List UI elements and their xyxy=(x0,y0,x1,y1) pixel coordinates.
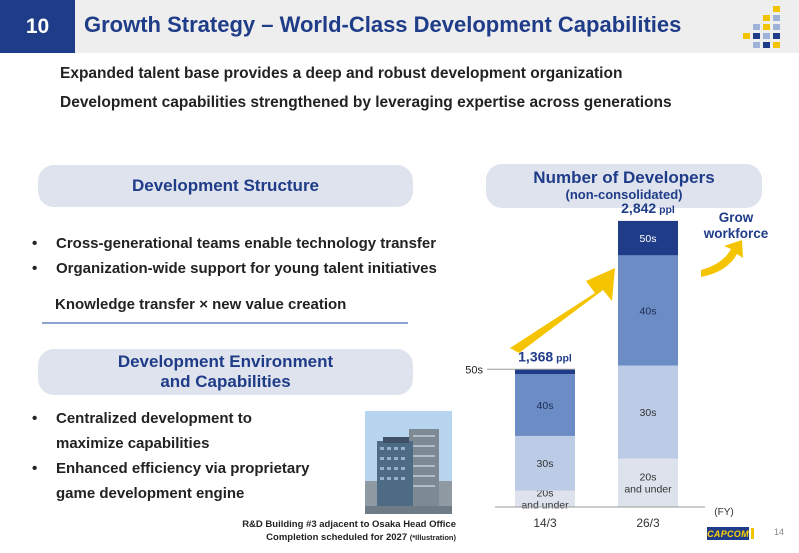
bar-segment-50s xyxy=(618,220,678,256)
slide-title: Growth Strategy – World-Class Developmen… xyxy=(84,12,682,37)
bar-segment-40s xyxy=(515,374,575,436)
developers-stacked-bar-chart: 20s and under 30s 40s 1,368 ppl 14/3 20s and un… xyxy=(465,200,769,530)
environment-bullet: Centralized development to maximize capa… xyxy=(30,406,370,456)
logo-accent-bar xyxy=(751,528,754,539)
bar-segment-30s xyxy=(515,435,575,491)
segment-label: 40s xyxy=(640,305,657,317)
environment-bullet: Enhanced efficiency via proprietary game… xyxy=(30,456,370,506)
rd-building-illustration xyxy=(365,411,452,514)
page-number-badge: 10 xyxy=(0,0,75,53)
bar-segment-40s xyxy=(618,255,678,366)
category-tick-label: 14/3 xyxy=(533,516,557,530)
header-bar xyxy=(0,0,799,53)
slide-number: 14 xyxy=(774,527,785,537)
segment-label: 40s xyxy=(537,400,554,412)
structure-bullet: Organization-wide support for young tale… xyxy=(30,256,510,281)
structure-bullet-list: Cross-generational teams enable technolo… xyxy=(30,231,510,281)
intro-line-1: Expanded talent base provides a deep and… xyxy=(60,65,623,82)
development-environment-heading: Development Environment and Capabilities xyxy=(38,349,413,395)
fy-label: (FY) xyxy=(714,507,733,518)
bar-segment-20s-and-under xyxy=(618,458,678,507)
knowledge-transfer-text: Knowledge transfer × new value creation xyxy=(55,296,347,313)
intro-line-2: Development capabilities strengthened by… xyxy=(60,94,672,111)
segment-label: 20s and under xyxy=(521,488,569,512)
category-tick-label: 26/3 xyxy=(636,516,660,530)
bar-total-label: 2,842 ppl xyxy=(621,200,675,216)
fifty-label: 50s xyxy=(465,364,483,376)
segment-label: 50s xyxy=(640,233,657,245)
bar-segment-20s-and-under xyxy=(515,490,575,507)
bar-segment-50s xyxy=(515,369,575,375)
divider-line xyxy=(42,322,408,324)
building-caption: R&D Building #3 adjacent to Osaka Head O… xyxy=(242,519,456,543)
number-of-developers-heading: Number of Developers (non-consolidated) xyxy=(486,164,762,208)
growth-arrow-icon xyxy=(510,268,615,353)
development-structure-heading: Development Structure xyxy=(38,165,413,207)
structure-bullet: Cross-generational teams enable technolo… xyxy=(30,231,510,256)
bar-segment-30s xyxy=(618,365,678,459)
bar-group: 20s and under 30s 40s 1,368 ppl 14/3 20s and un… xyxy=(515,200,678,530)
segment-label: 30s xyxy=(640,407,657,419)
segment-label: 20s and under xyxy=(624,472,672,496)
environment-bullet-list: Centralized development to maximize capa… xyxy=(30,406,370,506)
grow-workforce-arrow-icon xyxy=(701,240,743,277)
segment-label: 30s xyxy=(537,458,554,470)
bar-total-label: 1,368 ppl xyxy=(518,348,572,364)
capcom-logo: CAPCOM xyxy=(707,527,749,540)
grow-workforce-label: Grow workforce xyxy=(703,210,769,241)
